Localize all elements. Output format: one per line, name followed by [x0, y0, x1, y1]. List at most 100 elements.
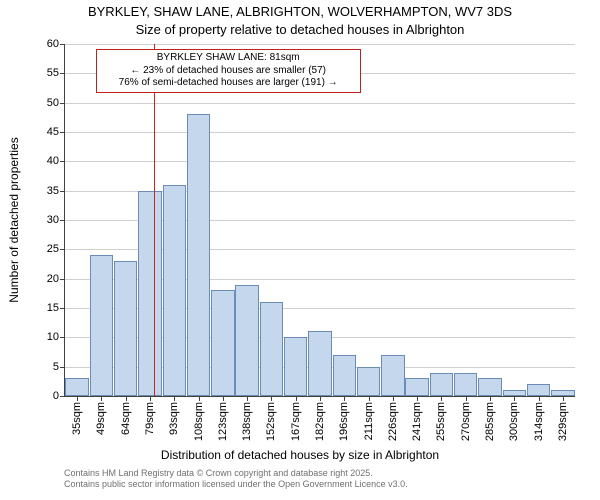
- ytick-label: 15: [47, 302, 59, 314]
- ytick-label: 30: [47, 214, 59, 226]
- chart-title-line2: Size of property relative to detached ho…: [0, 22, 600, 37]
- xtick-mark: [514, 396, 515, 401]
- xtick-label: 255sqm: [435, 402, 447, 441]
- xtick-label: 108sqm: [193, 402, 205, 441]
- xtick-mark: [150, 396, 151, 401]
- marker-line: [154, 44, 155, 396]
- ytick-mark: [60, 44, 65, 45]
- ytick-label: 5: [53, 361, 59, 373]
- xtick-label: 270sqm: [460, 402, 472, 441]
- xtick-mark: [271, 396, 272, 401]
- gridline: [65, 161, 575, 162]
- chart-title-line1: BYRKLEY, SHAW LANE, ALBRIGHTON, WOLVERHA…: [0, 4, 600, 19]
- footer-line2: Contains public sector information licen…: [64, 479, 408, 489]
- xtick-label: 138sqm: [241, 402, 253, 441]
- xtick-mark: [490, 396, 491, 401]
- histogram-bar: [405, 378, 428, 396]
- histogram-bar: [454, 373, 477, 396]
- ytick-label: 55: [47, 67, 59, 79]
- xtick-label: 49sqm: [95, 402, 107, 435]
- ytick-mark: [60, 220, 65, 221]
- x-axis-label: Distribution of detached houses by size …: [0, 448, 600, 462]
- xtick-label: 314sqm: [533, 402, 545, 441]
- histogram-bar: [163, 185, 186, 396]
- xtick-mark: [101, 396, 102, 401]
- ytick-mark: [60, 337, 65, 338]
- histogram-bar: [211, 290, 234, 396]
- xtick-label: 167sqm: [290, 402, 302, 441]
- xtick-label: 285sqm: [484, 402, 496, 441]
- histogram-bar: [187, 114, 210, 396]
- ytick-mark: [60, 308, 65, 309]
- ytick-mark: [60, 191, 65, 192]
- xtick-mark: [466, 396, 467, 401]
- ytick-mark: [60, 249, 65, 250]
- xtick-label: 93sqm: [168, 402, 180, 435]
- xtick-mark: [223, 396, 224, 401]
- histogram-bar: [138, 191, 161, 396]
- gridline: [65, 44, 575, 45]
- histogram-bar: [527, 384, 550, 396]
- chart-footer: Contains HM Land Registry data © Crown c…: [64, 468, 408, 490]
- ytick-mark: [60, 161, 65, 162]
- ytick-mark: [60, 279, 65, 280]
- xtick-label: 35sqm: [71, 402, 83, 435]
- footer-line1: Contains HM Land Registry data © Crown c…: [64, 468, 373, 478]
- y-axis-label: Number of detached properties: [7, 137, 21, 302]
- ytick-label: 50: [47, 97, 59, 109]
- annotation-box: BYRKLEY SHAW LANE: 81sqm← 23% of detache…: [96, 49, 361, 93]
- histogram-bar: [308, 331, 331, 396]
- xtick-mark: [247, 396, 248, 401]
- ytick-mark: [60, 367, 65, 368]
- xtick-mark: [174, 396, 175, 401]
- ytick-mark: [60, 73, 65, 74]
- histogram-bar: [357, 367, 380, 396]
- annotation-line: ← 23% of detached houses are smaller (57…: [101, 65, 356, 78]
- xtick-mark: [441, 396, 442, 401]
- xtick-mark: [539, 396, 540, 401]
- ytick-label: 45: [47, 126, 59, 138]
- histogram-bar: [65, 378, 88, 396]
- xtick-mark: [369, 396, 370, 401]
- histogram-bar: [381, 355, 404, 396]
- histogram-bar: [333, 355, 356, 396]
- ytick-mark: [60, 396, 65, 397]
- xtick-label: 64sqm: [120, 402, 132, 435]
- xtick-label: 79sqm: [144, 402, 156, 435]
- xtick-label: 211sqm: [363, 402, 375, 440]
- histogram-bar: [478, 378, 501, 396]
- histogram-bar: [114, 261, 137, 396]
- xtick-label: 329sqm: [557, 402, 569, 441]
- xtick-mark: [320, 396, 321, 401]
- ytick-label: 60: [47, 38, 59, 50]
- histogram-bar: [90, 255, 113, 396]
- xtick-label: 300sqm: [508, 402, 520, 441]
- ytick-label: 35: [47, 185, 59, 197]
- annotation-line: BYRKLEY SHAW LANE: 81sqm: [101, 52, 356, 65]
- xtick-label: 241sqm: [411, 402, 423, 441]
- xtick-label: 123sqm: [217, 402, 229, 441]
- ytick-label: 40: [47, 155, 59, 167]
- xtick-label: 196sqm: [338, 402, 350, 441]
- xtick-mark: [199, 396, 200, 401]
- xtick-mark: [296, 396, 297, 401]
- histogram-bar: [260, 302, 283, 396]
- histogram-bar: [430, 373, 453, 396]
- annotation-line: 76% of semi-detached houses are larger (…: [101, 77, 356, 90]
- ytick-mark: [60, 103, 65, 104]
- xtick-label: 226sqm: [387, 402, 399, 441]
- xtick-mark: [393, 396, 394, 401]
- xtick-mark: [344, 396, 345, 401]
- gridline: [65, 132, 575, 133]
- xtick-mark: [563, 396, 564, 401]
- ytick-label: 20: [47, 273, 59, 285]
- chart-container: BYRKLEY, SHAW LANE, ALBRIGHTON, WOLVERHA…: [0, 0, 600, 500]
- ytick-label: 10: [47, 331, 59, 343]
- xtick-label: 182sqm: [314, 402, 326, 441]
- xtick-label: 152sqm: [265, 402, 277, 441]
- ytick-label: 0: [53, 390, 59, 402]
- plot-area: 05101520253035404550556035sqm49sqm64sqm7…: [64, 44, 575, 397]
- ytick-label: 25: [47, 243, 59, 255]
- xtick-mark: [126, 396, 127, 401]
- histogram-bar: [235, 285, 258, 396]
